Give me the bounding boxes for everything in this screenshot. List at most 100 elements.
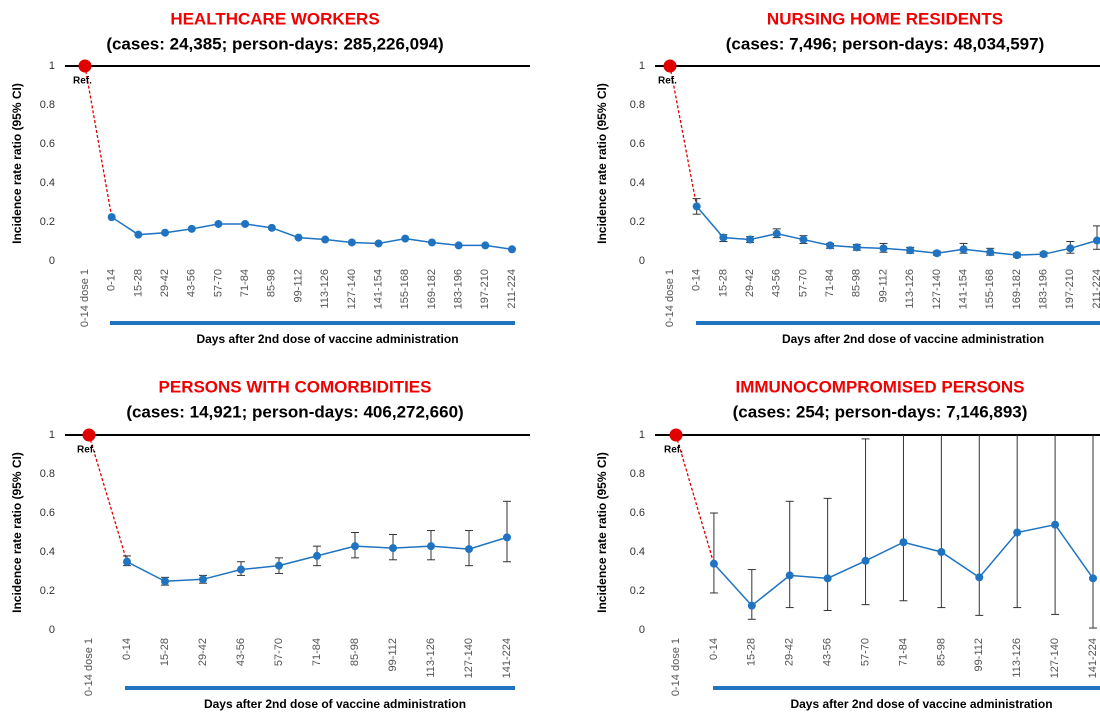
data-point	[899, 538, 908, 547]
y-tick-label: 0.6	[630, 507, 645, 519]
x-tick-label: 113-126	[904, 269, 916, 309]
y-tick-label: 0	[639, 624, 645, 636]
x-tick-label: 29-42	[197, 638, 209, 666]
x-tick-label: 43-56	[235, 638, 247, 666]
y-tick-label: 0	[49, 255, 55, 267]
x-tick-label: 0-14 dose 1	[83, 638, 95, 696]
plot-area	[709, 435, 1097, 629]
x-tick-label: 0-14 dose 1	[79, 269, 91, 327]
x-tick-label: 155-168	[984, 269, 996, 309]
y-tick-label: 0.2	[630, 216, 645, 228]
x-tick-label: 57-70	[859, 638, 871, 666]
x-tick-label: 15-28	[746, 638, 758, 666]
x-tick-label: 183-196	[453, 269, 465, 309]
x-tick-label: 0-14	[708, 638, 720, 660]
data-point	[1012, 251, 1021, 260]
data-point	[275, 561, 283, 570]
data-point	[747, 601, 756, 610]
x-tick-label: 57-70	[212, 269, 224, 297]
data-point	[823, 574, 832, 583]
x-axis-label: Days after 2nd dose of vaccine administr…	[790, 697, 1052, 711]
x-tick-label: 113-126	[319, 269, 331, 309]
x-tick-label: 113-126	[425, 638, 437, 678]
x-tick-label: 29-42	[744, 269, 756, 297]
y-tick-label: 0.4	[630, 546, 645, 558]
data-point	[879, 244, 888, 253]
chart-panel: IMMUNOCOMPROMISED PERSONS (cases: 254; pe…	[595, 377, 1100, 711]
x-tick-label: 0-14	[106, 269, 118, 291]
data-point	[1066, 244, 1075, 253]
x-tick-label: 211-224	[1091, 269, 1100, 309]
plot-area	[123, 500, 511, 586]
x-tick-label: 85-98	[266, 269, 278, 297]
data-point	[1089, 574, 1097, 583]
data-point	[427, 542, 435, 551]
data-point	[241, 219, 250, 228]
x-tick-label: 141-224	[1087, 638, 1099, 678]
x-tick-label: 169-182	[1011, 269, 1023, 309]
data-point	[906, 246, 915, 255]
x-tick-label: 141-154	[957, 269, 969, 309]
x-tick-label: 197-210	[479, 269, 491, 309]
panel-title: PERSONS WITH COMORBIDITIES	[159, 377, 432, 396]
y-tick-label: 0	[639, 255, 645, 267]
y-tick-label: 0.8	[40, 468, 55, 480]
series-line	[696, 205, 1098, 256]
x-tick-label: 99-112	[877, 269, 889, 302]
y-axis-label: Incidence rate ratio (95% CI)	[595, 452, 609, 613]
plot-area	[692, 198, 1100, 260]
panel-title: HEALTHCARE WORKERS	[170, 9, 379, 28]
data-point	[107, 213, 116, 222]
x-tick-label: 57-70	[273, 638, 285, 666]
x-tick-label: 0-14 dose 1	[670, 638, 682, 696]
axis-bracket	[713, 686, 1100, 690]
reference-label: Ref.	[658, 76, 677, 87]
data-point	[161, 228, 170, 237]
data-point	[454, 241, 463, 250]
panel-title: IMMUNOCOMPROMISED PERSONS	[735, 377, 1024, 396]
data-point	[294, 233, 303, 242]
axis-bracket	[696, 321, 1100, 325]
y-tick-label: 0.6	[40, 138, 55, 150]
data-point	[503, 533, 511, 542]
x-tick-label: 71-84	[824, 269, 836, 297]
series-line	[111, 216, 513, 251]
x-tick-label: 43-56	[771, 269, 783, 297]
data-point	[772, 229, 781, 238]
y-tick-label: 0.6	[40, 507, 55, 519]
panel-subtitle: (cases: 24,385; person-days: 285,226,094…	[106, 34, 443, 53]
x-tick-label: 43-56	[822, 638, 834, 666]
y-tick-label: 0.2	[40, 585, 55, 597]
data-point	[389, 544, 397, 553]
data-point	[746, 235, 755, 244]
x-tick-label: 99-112	[973, 638, 985, 671]
x-axis-label: Days after 2nd dose of vaccine administr…	[204, 697, 466, 711]
x-tick-label: 99-112	[292, 269, 304, 302]
x-tick-label: 29-42	[159, 269, 171, 297]
panel-subtitle: (cases: 254; person-days: 7,146,893)	[733, 402, 1028, 421]
x-tick-label: 85-98	[935, 638, 947, 666]
x-tick-label: 141-224	[501, 638, 513, 678]
y-tick-label: 1	[49, 60, 55, 72]
data-point	[719, 233, 728, 242]
x-tick-label: 127-140	[1049, 638, 1061, 678]
x-tick-label: 155-168	[399, 269, 411, 309]
data-point	[199, 575, 207, 584]
x-tick-label: 71-84	[897, 638, 909, 666]
data-point	[861, 556, 870, 565]
data-point	[709, 559, 718, 568]
data-point	[427, 238, 436, 247]
x-tick-label: 127-140	[346, 269, 358, 309]
data-point	[214, 219, 223, 228]
y-tick-label: 1	[639, 60, 645, 72]
y-tick-label: 0.8	[40, 99, 55, 111]
data-point	[313, 551, 321, 560]
y-axis-label: Incidence rate ratio (95% CI)	[10, 83, 24, 244]
data-point	[161, 577, 169, 586]
data-point	[134, 230, 143, 239]
x-tick-label: 0-14 dose 1	[664, 269, 676, 327]
x-tick-label: 15-28	[132, 269, 144, 297]
panel-subtitle: (cases: 7,496; person-days: 48,034,597)	[726, 34, 1044, 53]
x-axis-label: Days after 2nd dose of vaccine administr…	[196, 332, 458, 346]
